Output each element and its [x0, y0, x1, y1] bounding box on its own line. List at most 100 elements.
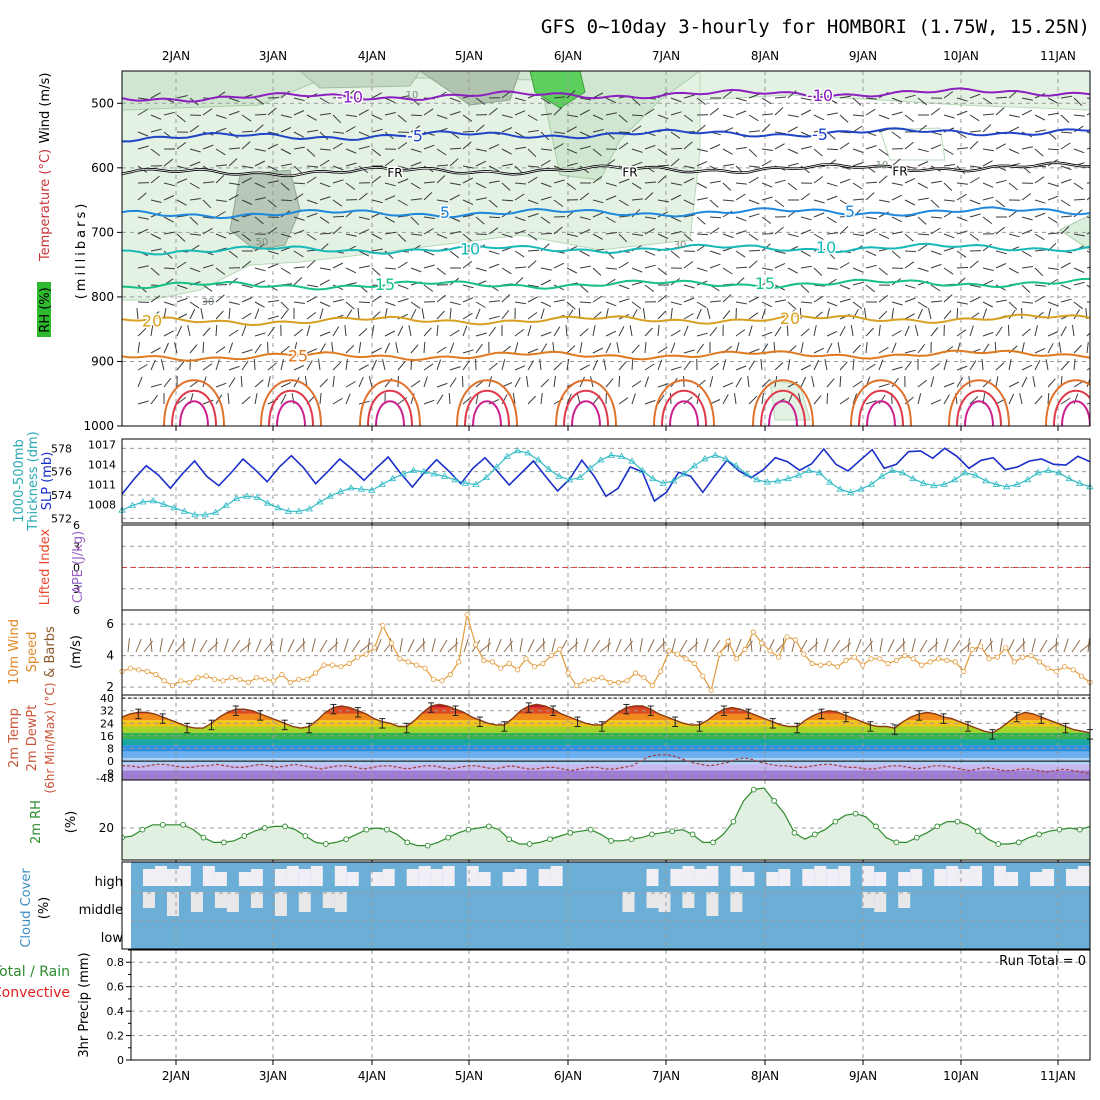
wind-barb — [293, 216, 305, 221]
cloud-low-label: low — [101, 931, 124, 946]
thickness-point — [878, 472, 886, 479]
legend-minmax: (6hr Min/Max) (°C) — [43, 682, 57, 793]
wind-speed-point — [169, 682, 176, 689]
wind-barb — [254, 197, 266, 201]
wind-barb — [969, 165, 981, 168]
wind-barb — [852, 161, 864, 167]
wind-barb — [501, 114, 513, 119]
wind-barb — [969, 396, 979, 405]
wind-barb — [824, 359, 828, 371]
cloud-high-cell — [670, 869, 683, 886]
wind-speed-point — [1053, 668, 1059, 675]
wind-barb — [358, 192, 368, 201]
wind-barb — [709, 227, 720, 235]
wind-barb — [475, 124, 485, 133]
wind-barb — [215, 233, 227, 239]
rh-point — [1056, 826, 1063, 833]
wind-barb — [319, 393, 322, 405]
wind-speed-point — [498, 665, 504, 671]
wind-barb — [189, 182, 200, 189]
wind-barb — [215, 359, 220, 371]
wind-barb — [735, 193, 746, 201]
warm-contour — [359, 379, 421, 426]
wind-barb — [657, 267, 668, 276]
thickness-point — [534, 456, 543, 463]
wind-barb — [904, 114, 915, 122]
wind-barb — [202, 181, 214, 184]
cloud-high-cell — [514, 869, 527, 886]
wind-barb — [956, 301, 968, 305]
wind-barb — [618, 298, 630, 303]
wind-barb — [475, 216, 485, 225]
wind-speed-point — [270, 678, 277, 684]
wind-barb — [345, 114, 357, 117]
wind-barb — [629, 325, 633, 337]
wind-barb — [241, 396, 251, 405]
wind-barb — [280, 148, 292, 155]
wind-speed-point — [935, 656, 942, 662]
wind10m-barb — [750, 638, 753, 653]
wind10m-barb — [319, 639, 328, 653]
legend-cloud-pct: (%) — [37, 897, 52, 920]
wind-barb — [202, 363, 213, 371]
rh-point — [221, 839, 227, 846]
wind-speed-point — [792, 637, 799, 643]
wind-barb — [150, 148, 161, 157]
legend-speed: Speed — [25, 632, 40, 673]
wind-barb — [371, 295, 382, 303]
wind-barb — [1086, 332, 1090, 337]
wind-barb — [579, 216, 591, 221]
wind-speed-point — [1028, 652, 1034, 659]
wind-speed-point — [506, 660, 512, 667]
wind-barb — [293, 229, 305, 235]
wind-barb — [293, 301, 305, 304]
wind-barb — [527, 284, 539, 288]
wind-barb — [618, 142, 629, 150]
wind-barb — [319, 113, 331, 116]
wind-barb — [540, 148, 552, 151]
wind-barb — [293, 97, 305, 102]
thickness-point — [295, 507, 303, 514]
wind-barb — [241, 349, 253, 354]
wind-barb — [384, 231, 396, 235]
cloud-high-cell — [682, 866, 695, 886]
thickness-point — [1075, 479, 1084, 486]
wind-speed-point — [590, 676, 597, 682]
thickness-point — [368, 486, 376, 493]
thickness-point — [836, 485, 844, 492]
wind-barb — [1021, 364, 1033, 371]
wind10m-barb — [990, 638, 993, 653]
cloud-mid-cell — [250, 892, 263, 908]
wind10m-barb — [1039, 639, 1048, 653]
wind-barb — [293, 110, 305, 116]
wind-barb — [735, 110, 747, 116]
wind10m-barb — [335, 637, 337, 653]
wind-barb — [527, 249, 540, 252]
wind-barb — [332, 361, 342, 371]
wind-barb — [553, 131, 565, 134]
wind10m-barb — [375, 638, 382, 653]
wind-barb — [382, 359, 386, 371]
wind-barb — [319, 216, 330, 224]
wind-barb — [800, 216, 812, 221]
thickness-point — [420, 467, 428, 475]
wind-barb — [631, 148, 643, 153]
wind-barb — [657, 394, 665, 405]
wind-barb — [1008, 301, 1018, 310]
wind-speed-point — [523, 656, 529, 662]
wind-barb — [969, 177, 980, 184]
wind-barb — [475, 343, 483, 354]
wind-barb — [1047, 148, 1060, 151]
wind-barb — [1008, 309, 1016, 320]
cloud-high-cell — [1006, 872, 1019, 886]
warm-contour — [179, 400, 209, 426]
wind-barb — [150, 233, 162, 240]
contour-label: 25 — [288, 346, 308, 365]
wind-barb — [345, 148, 357, 154]
wind-barb — [488, 398, 500, 405]
pressure-tick-label: 800 — [91, 290, 114, 304]
warm-contour — [956, 389, 1002, 426]
cloud-high-cell — [274, 869, 287, 886]
wind-barb — [683, 313, 694, 320]
rh-point — [404, 839, 411, 846]
